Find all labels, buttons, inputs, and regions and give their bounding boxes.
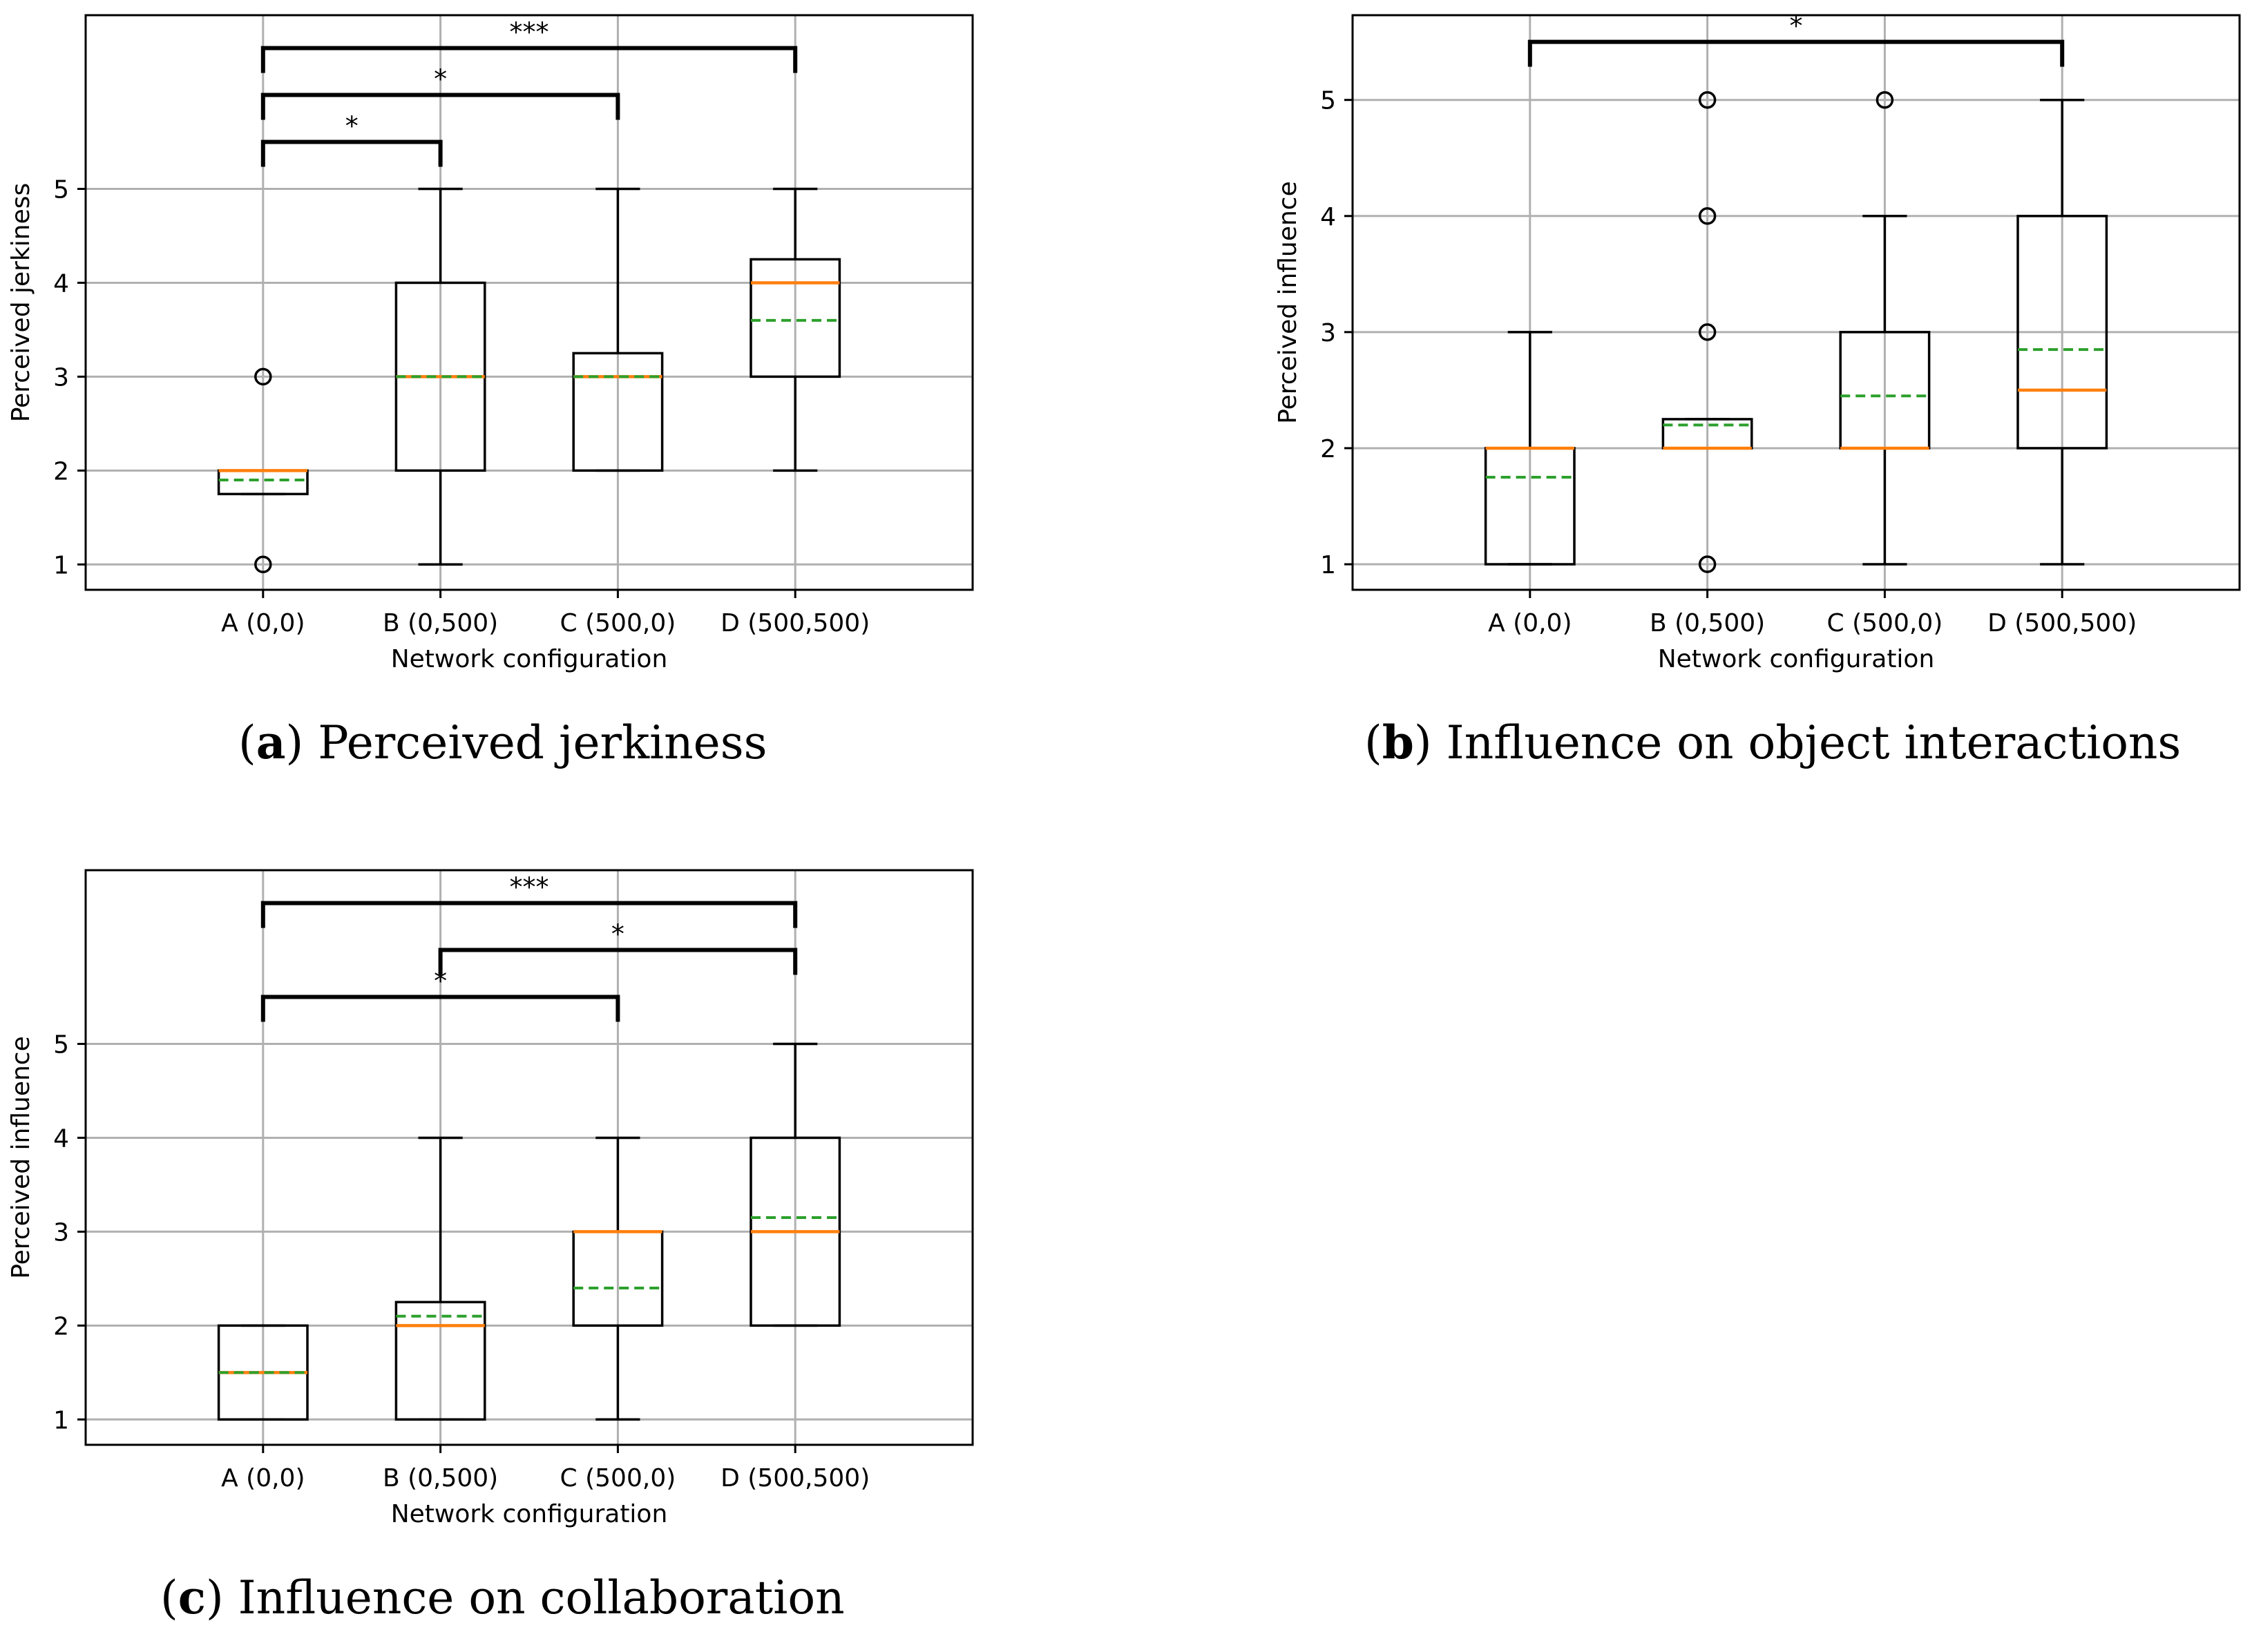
x-tick-label: C (500,0) (1827, 609, 1943, 637)
y-tick-label: 3 (53, 1218, 69, 1247)
significance-label: * (434, 64, 447, 95)
box-1 (394, 1136, 486, 1421)
box-1 (1661, 90, 1753, 573)
bracket-line (260, 46, 798, 73)
bracket-line (260, 140, 443, 167)
chart-panel-a: 1 2 3 4 5 A (0,0) B (0,500) C (500,0) D (500,500… (7, 14, 974, 769)
y-tick-label: 1 (1320, 551, 1336, 579)
bracket-line (438, 948, 798, 975)
axes-frame (84, 869, 974, 1446)
outlier-point (1698, 323, 1717, 341)
box-3 (750, 187, 841, 472)
panel-caption: (b) Influence on object interactions (1364, 715, 2181, 769)
y-tick-label: 2 (53, 457, 69, 486)
significance-label: *** (510, 17, 549, 48)
y-tick-label: 3 (1320, 319, 1336, 347)
x-tick-label: D (500,500) (721, 1464, 870, 1492)
box-body (2016, 215, 2108, 450)
panel-caption: (c) Influence on collaboration (160, 1571, 845, 1624)
x-tick-label: D (500,500) (721, 609, 870, 637)
x-axis-label: Network configuration (1658, 645, 1935, 673)
box-3 (2016, 98, 2108, 566)
significance-label: * (611, 919, 624, 950)
y-tick-label: 3 (53, 363, 69, 392)
significance-bracket: * (1527, 11, 2065, 67)
axes-frame (84, 14, 974, 591)
significance-bracket: * (260, 111, 443, 167)
outlier-point (1698, 90, 1717, 109)
x-tick-label: B (0,500) (1650, 609, 1765, 637)
bracket-line (260, 995, 620, 1022)
outlier-point (1698, 555, 1717, 573)
x-tick-label: B (0,500) (383, 609, 498, 637)
significance-bracket: *** (260, 872, 798, 928)
axes-frame (1351, 14, 2241, 591)
x-tick-label: A (0,0) (221, 609, 305, 637)
significance-label: * (345, 111, 359, 142)
y-axis-label: Perceived jerkiness (7, 183, 35, 423)
y-tick-label: 5 (53, 176, 69, 204)
box-2 (1839, 90, 1931, 566)
y-tick-label: 5 (53, 1031, 69, 1059)
significance-label: * (1790, 11, 1803, 41)
chart-panel-b: 1 2 3 4 5 A (0,0) B (0,500) C (500,0) D (500,500… (1274, 11, 2241, 769)
outlier-point (1876, 90, 1894, 109)
x-axis-label: Network configuration (391, 645, 668, 673)
y-tick-label: 1 (53, 551, 69, 579)
chart-panel-c: 1 2 3 4 5 A (0,0) B (0,500) C (500,0) D (500,500… (7, 869, 974, 1624)
significance-label: *** (510, 872, 549, 903)
y-tick-label: 4 (1320, 203, 1336, 231)
outlier-point (254, 555, 272, 574)
y-tick-label: 4 (53, 1124, 69, 1153)
box-0 (217, 1324, 309, 1421)
significance-bracket: * (260, 966, 620, 1022)
significance-bracket: * (260, 64, 620, 120)
x-tick-label: D (500,500) (1987, 609, 2137, 637)
box-0 (217, 367, 309, 574)
y-tick-label: 2 (1320, 435, 1336, 463)
box-1 (394, 187, 486, 566)
bracket-line (260, 93, 620, 120)
box-body (394, 1300, 486, 1421)
y-tick-label: 1 (53, 1406, 69, 1434)
x-tick-label: C (500,0) (560, 1464, 676, 1492)
significance-bracket: *** (260, 17, 798, 73)
outlier-point (254, 367, 272, 386)
x-tick-label: A (0,0) (221, 1464, 305, 1492)
x-tick-label: C (500,0) (560, 609, 676, 637)
y-axis-label: Perceived influence (7, 1036, 35, 1279)
y-axis-label: Perceived influence (1274, 181, 1302, 424)
box-3 (750, 1042, 841, 1327)
significance-label: * (434, 966, 447, 997)
box-2 (572, 187, 664, 472)
y-tick-label: 2 (53, 1312, 69, 1341)
box-0 (1484, 331, 1576, 566)
y-tick-label: 4 (53, 269, 69, 298)
x-tick-label: B (0,500) (383, 1464, 498, 1492)
significance-bracket: * (438, 919, 798, 975)
bracket-line (1527, 39, 2065, 67)
box-2 (572, 1136, 664, 1421)
box-body (572, 352, 664, 472)
x-tick-label: A (0,0) (1488, 609, 1572, 637)
x-axis-label: Network configuration (391, 1500, 668, 1528)
bracket-line (260, 901, 798, 928)
panel-caption: (a) Perceived jerkiness (238, 715, 767, 769)
y-tick-label: 5 (1320, 87, 1336, 115)
outlier-point (1698, 207, 1717, 225)
box-body (750, 258, 841, 378)
